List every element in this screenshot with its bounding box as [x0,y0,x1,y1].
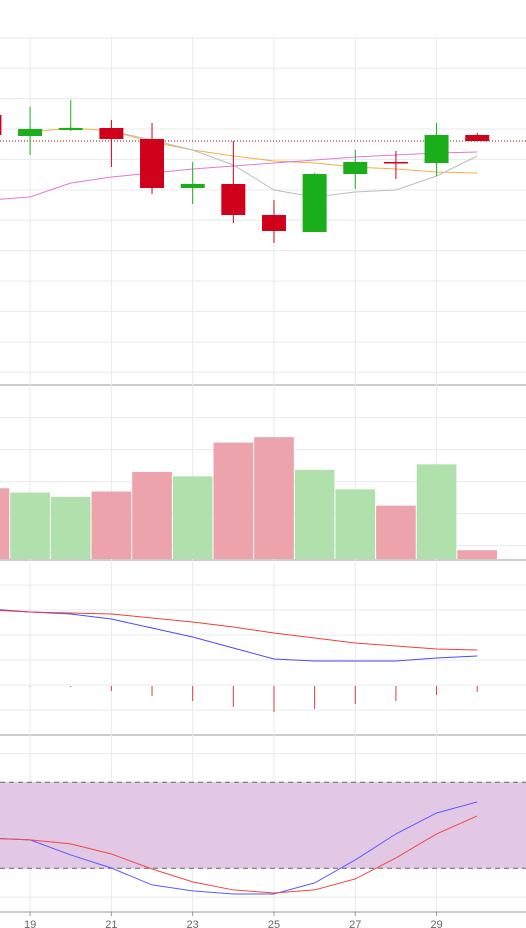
candle-body [465,135,490,141]
volume-bar [416,464,457,559]
series-line [0,610,478,651]
candle-body [180,184,205,188]
volume-bar [294,469,335,559]
volume-bar [213,442,254,559]
x-tick-label: 27 [349,919,361,928]
candle-body [261,215,286,231]
volume-bar [0,488,10,559]
volume-bar [91,491,132,559]
band [0,782,526,869]
volume-bar [172,476,213,559]
plot-area [0,100,526,895]
candle-body [58,128,83,130]
series-line [30,127,478,174]
x-tick-label: 21 [105,919,117,928]
volume-bar [457,550,498,559]
volume-bar [376,505,416,559]
candle-body [140,139,165,188]
x-tick-label: 19 [24,919,36,928]
volume-bar [10,492,50,559]
x-tick-label: 23 [187,919,199,928]
volume-bar [254,437,294,559]
candle-body [18,129,43,136]
candle-body [343,162,368,174]
volume-bar [335,489,376,559]
candle-body [383,162,408,164]
series-line [0,815,478,894]
candle-body [0,115,2,135]
series-line [0,801,478,895]
x-axis: 19 21 23 25 27 29 [0,911,526,928]
candle-body [221,184,246,215]
series-line [0,609,478,662]
candle-body [99,128,124,139]
volume-bar [132,471,172,559]
x-tick-label: 25 [268,919,280,928]
series-line [111,130,478,198]
volume-bar [50,496,91,559]
candle-body [424,135,449,163]
candle-body [302,174,327,232]
x-tick-label: 29 [430,919,442,928]
